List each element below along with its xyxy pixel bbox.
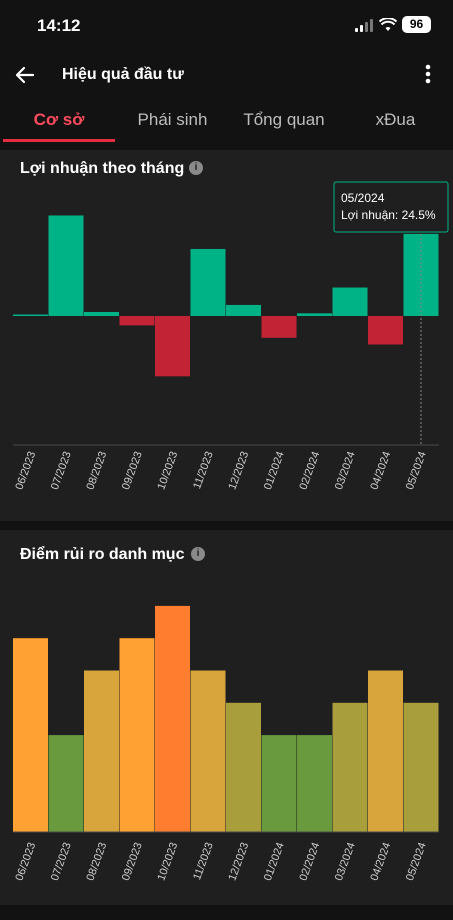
profit-bar-12-2023 bbox=[226, 304, 261, 316]
info-icon[interactable]: i bbox=[189, 161, 203, 175]
wifi-icon bbox=[379, 18, 397, 31]
risk-bar-08-2023 bbox=[84, 670, 119, 832]
risk-tick-label: 10/2023 bbox=[155, 841, 180, 882]
profit-tick-label: 05/2024 bbox=[404, 450, 429, 491]
risk-score-chart[interactable]: 06/2023 07/2023 08/2023 09/2023 10/2023 11/20… bbox=[0, 530, 453, 905]
active-tab-indicator bbox=[3, 139, 115, 142]
profit-bar-02-2024 bbox=[297, 313, 332, 316]
risk-bar-12-2023 bbox=[226, 702, 261, 832]
risk-bar-07-2023 bbox=[48, 735, 84, 832]
status-bar: 14:12 96 bbox=[0, 0, 453, 50]
profit-tick-label: 11/2023 bbox=[191, 450, 216, 491]
profit-tick-label: 08/2023 bbox=[84, 450, 109, 491]
profit-bar-10-2023 bbox=[155, 316, 190, 377]
risk-bar-03-2024 bbox=[332, 702, 368, 832]
risk-score-title: Điểm rủi ro danh mục bbox=[20, 546, 185, 563]
profit-bar-08-2023 bbox=[84, 311, 119, 316]
tooltip-box bbox=[333, 181, 449, 233]
profit-bar-11-2023 bbox=[190, 248, 226, 316]
risk-tick-label: 01/2024 bbox=[262, 841, 287, 882]
tab-co-so[interactable]: Cơ sở bbox=[33, 110, 85, 129]
risk-tick-label: 11/2023 bbox=[191, 841, 216, 882]
tab-bar: Cơ sở Phái sinh Tổng quan xĐua bbox=[0, 100, 453, 142]
risk-tick-label: 07/2023 bbox=[49, 841, 74, 882]
risk-bar-10-2023 bbox=[155, 605, 190, 832]
tab-phai-sinh[interactable]: Phái sinh bbox=[137, 110, 208, 129]
monthly-profit-chart[interactable]: 06/2023 07/2023 08/2023 09/2023 10/2023 11/20… bbox=[0, 150, 453, 521]
profit-tick-label: 10/2023 bbox=[155, 450, 180, 491]
risk-bar-09-2023 bbox=[119, 638, 155, 832]
risk-tick-label: 04/2024 bbox=[368, 841, 393, 882]
profit-bar-04-2024 bbox=[368, 316, 403, 345]
risk-tick-label: 02/2024 bbox=[297, 841, 322, 882]
tab-tong-quan[interactable]: Tổng quan bbox=[243, 110, 325, 129]
status-time: 14:12 bbox=[37, 16, 81, 35]
risk-score-card: Điểm rủi ro danh mục i 06/2023 07/2023 08/… bbox=[0, 530, 453, 905]
more-vertical-icon[interactable] bbox=[418, 62, 438, 88]
monthly-profit-title: Lợi nhuận theo tháng bbox=[20, 160, 185, 177]
risk-bar-05-2024 bbox=[403, 702, 439, 832]
tab-xdua[interactable]: xĐua bbox=[375, 110, 416, 129]
cellular-signal-icon bbox=[355, 19, 373, 32]
risk-bar-02-2024 bbox=[297, 735, 332, 832]
profit-tick-label: 09/2023 bbox=[120, 450, 145, 491]
risk-tick-label: 12/2023 bbox=[226, 841, 251, 882]
bottom-spacer bbox=[0, 905, 453, 920]
risk-bar-01-2024 bbox=[261, 735, 297, 832]
risk-bar-06-2023 bbox=[13, 638, 48, 832]
tooltip-value: Lợi nhuận: 24.5% bbox=[341, 208, 436, 222]
arrow-left-icon[interactable] bbox=[12, 62, 38, 88]
tooltip-date: 05/2024 bbox=[341, 191, 385, 205]
profit-tick-label: 06/2023 bbox=[13, 450, 38, 491]
profit-tick-label: 03/2024 bbox=[333, 450, 358, 491]
profit-bar-03-2024 bbox=[332, 287, 368, 316]
profit-bar-06-2023 bbox=[13, 314, 48, 316]
info-icon[interactable]: i bbox=[191, 547, 205, 561]
app-bar: Hiệu quả đầu tư bbox=[0, 50, 453, 100]
profit-tick-label: 02/2024 bbox=[297, 450, 322, 491]
profit-tick-label: 12/2023 bbox=[226, 450, 251, 491]
profit-bar-09-2023 bbox=[119, 316, 155, 326]
profit-tick-label: 04/2024 bbox=[368, 450, 393, 491]
risk-bar-04-2024 bbox=[368, 670, 403, 832]
profit-bar-01-2024 bbox=[261, 316, 297, 338]
risk-tick-label: 09/2023 bbox=[120, 841, 145, 882]
monthly-profit-card: Lợi nhuận theo tháng i 06/2023 07/2023 08/… bbox=[0, 150, 453, 521]
risk-tick-label: 06/2023 bbox=[13, 841, 38, 882]
risk-tick-label: 05/2024 bbox=[404, 841, 429, 882]
risk-tick-label: 08/2023 bbox=[84, 841, 109, 882]
risk-tick-label: 03/2024 bbox=[333, 841, 358, 882]
battery-indicator: 96 bbox=[402, 16, 431, 33]
profit-bar-07-2023 bbox=[48, 215, 84, 316]
risk-bar-11-2023 bbox=[190, 670, 226, 832]
profit-tick-label: 07/2023 bbox=[49, 450, 74, 491]
page-title: Hiệu quả đầu tư bbox=[62, 66, 184, 83]
profit-tick-label: 01/2024 bbox=[262, 450, 287, 491]
